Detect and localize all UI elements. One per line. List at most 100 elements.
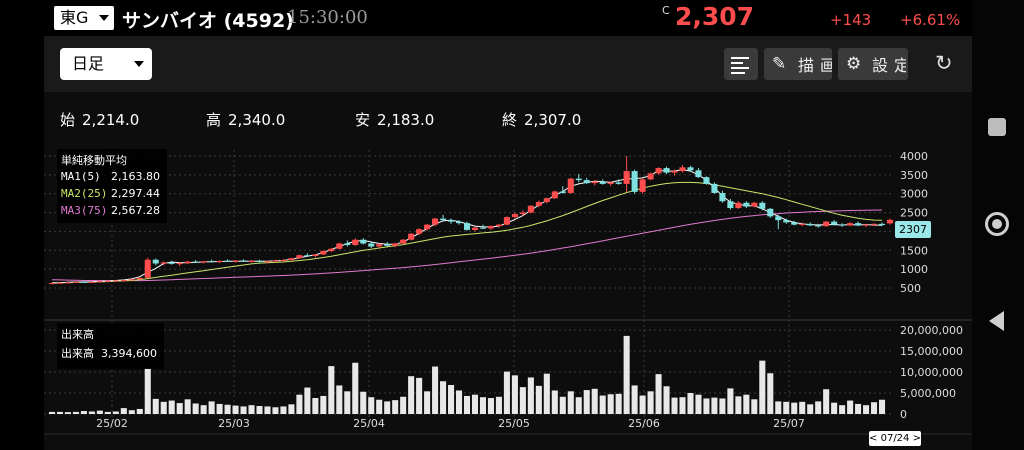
volume-bar bbox=[663, 386, 670, 414]
settings-button[interactable]: ⚙ 設定 bbox=[838, 48, 908, 80]
volume-bar bbox=[48, 411, 56, 414]
price-tick-label: 1000 bbox=[900, 263, 928, 276]
volume-tick-label: 0 bbox=[900, 408, 907, 421]
chevron-down-icon bbox=[99, 15, 109, 21]
candle-body bbox=[479, 227, 487, 229]
candle-body bbox=[336, 243, 343, 249]
price-tick-label: 4000 bbox=[900, 150, 928, 163]
chart-toolbar: 日足 ✎ 描画 ⚙ 設定 ↻ bbox=[44, 36, 972, 92]
candle-body bbox=[791, 222, 798, 225]
volume-bar bbox=[535, 385, 542, 414]
volume-bar bbox=[432, 366, 439, 414]
current-price-label: 2307 bbox=[895, 221, 931, 238]
price-tick-label: 500 bbox=[900, 282, 921, 295]
candle-body bbox=[871, 223, 878, 225]
volume-bar bbox=[575, 397, 582, 414]
volume-bar bbox=[815, 401, 822, 414]
volume-bar bbox=[264, 406, 271, 414]
volume-bar bbox=[671, 397, 678, 414]
candle-body bbox=[495, 224, 502, 227]
candle-body bbox=[120, 280, 127, 282]
candle-body bbox=[72, 281, 79, 283]
candle-body bbox=[583, 180, 590, 184]
chart-canvas[interactable]: 400035003000250020001500100050020,000,00… bbox=[44, 144, 972, 450]
volume-bar bbox=[136, 408, 143, 414]
recent-apps-icon[interactable] bbox=[988, 118, 1006, 136]
price-tick-label: 3500 bbox=[900, 169, 928, 182]
candle-body bbox=[695, 170, 702, 178]
volume-bar bbox=[184, 399, 191, 414]
volume-bar bbox=[727, 388, 734, 414]
ma-legend-row-ma3: MA3(75) 2,567.28 bbox=[61, 204, 160, 217]
candle-body bbox=[440, 218, 447, 221]
price-change-percent: +6.61% bbox=[900, 11, 961, 29]
candle-body bbox=[248, 260, 255, 262]
candle-body bbox=[152, 259, 159, 264]
volume-bar bbox=[336, 385, 343, 414]
price-mark: C bbox=[662, 4, 670, 17]
price-tick-label: 2500 bbox=[900, 207, 928, 220]
candle-body bbox=[511, 214, 518, 218]
candle-body bbox=[360, 239, 367, 244]
candle-body bbox=[767, 208, 774, 217]
volume-bar bbox=[72, 411, 79, 414]
volume-bar bbox=[719, 398, 726, 414]
volume-bar bbox=[791, 402, 798, 414]
market-select-value: 東G bbox=[60, 8, 89, 27]
candle-body bbox=[184, 261, 191, 264]
back-icon[interactable] bbox=[989, 311, 1004, 331]
volume-bar bbox=[559, 396, 566, 414]
market-select[interactable]: 東G bbox=[54, 6, 114, 30]
volume-tick-label: 20,000,000 bbox=[900, 324, 963, 337]
candle-body bbox=[471, 227, 479, 230]
candle-body bbox=[599, 181, 606, 184]
draw-button[interactable]: ✎ 描画 bbox=[764, 48, 832, 80]
volume-legend-title: 出来高 bbox=[61, 328, 94, 341]
volume-bar bbox=[392, 400, 399, 414]
candle-body bbox=[408, 233, 415, 240]
volume-bar bbox=[487, 398, 494, 414]
volume-bar bbox=[703, 398, 710, 414]
volume-bar bbox=[168, 400, 175, 414]
stock-chart[interactable]: 400035003000250020001500100050020,000,00… bbox=[44, 144, 972, 450]
volume-legend-value: 出来高 3,394,600 bbox=[61, 347, 157, 360]
date-cursor[interactable]: < 07/24 > bbox=[869, 431, 921, 446]
indicator-list-button[interactable] bbox=[724, 48, 758, 80]
volume-bar bbox=[855, 403, 862, 414]
candle-body bbox=[256, 260, 263, 262]
volume-bar bbox=[751, 399, 758, 414]
candle-body bbox=[727, 201, 734, 209]
volume-bar bbox=[96, 410, 103, 414]
candle-body bbox=[328, 248, 335, 252]
candle-body bbox=[878, 223, 886, 226]
candle-body bbox=[719, 192, 726, 202]
candle-body bbox=[711, 183, 718, 193]
volume-bar bbox=[232, 405, 239, 414]
volume-bar bbox=[344, 391, 351, 414]
gear-icon: ⚙ bbox=[846, 54, 862, 74]
candle-body bbox=[855, 223, 862, 226]
price-change: +143 bbox=[830, 11, 872, 29]
candle-body bbox=[631, 171, 638, 192]
candle-body bbox=[48, 283, 56, 285]
volume-bar bbox=[240, 406, 247, 414]
period-select[interactable]: 日足 bbox=[60, 48, 152, 80]
refresh-icon[interactable]: ↻ bbox=[935, 51, 953, 75]
candle-body bbox=[80, 281, 87, 283]
volume-bar bbox=[296, 394, 303, 414]
volume-bar bbox=[695, 394, 702, 414]
candle-body bbox=[240, 260, 247, 262]
period-select-value: 日足 bbox=[72, 54, 105, 73]
candle-body bbox=[863, 224, 870, 226]
caret-down-icon bbox=[134, 61, 144, 67]
volume-bar bbox=[88, 411, 95, 414]
volume-bar bbox=[471, 394, 479, 414]
candle-body bbox=[886, 219, 894, 224]
volume-bar bbox=[80, 411, 87, 414]
candle-body bbox=[743, 202, 750, 207]
ohlc-high: 高 2,340.0 bbox=[206, 111, 286, 129]
volume-bar bbox=[607, 394, 614, 414]
home-icon[interactable] bbox=[985, 212, 1009, 236]
ma25-line bbox=[52, 181, 883, 284]
volume-bar bbox=[479, 397, 487, 414]
